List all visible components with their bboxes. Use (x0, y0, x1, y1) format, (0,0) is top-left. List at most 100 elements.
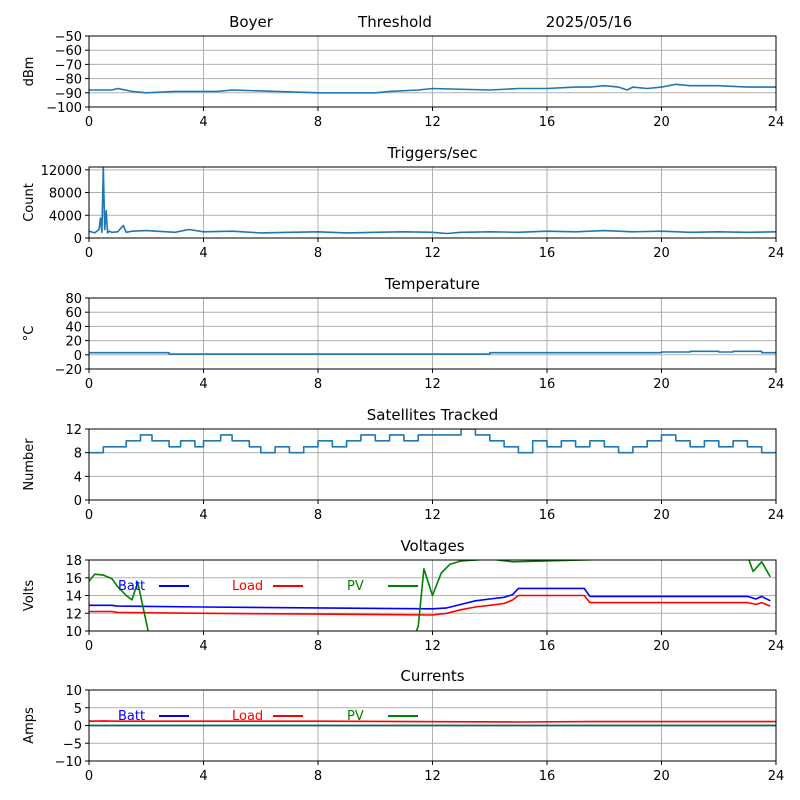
x-tick-label: 24 (768, 115, 785, 130)
x-tick-label: 4 (199, 769, 207, 784)
legend-label: Load (232, 709, 263, 724)
y-axis-label: Volts (22, 580, 37, 612)
x-tick-label: 0 (85, 769, 93, 784)
x-tick-label: 16 (539, 508, 556, 523)
series-line-data (89, 83, 776, 94)
x-tick-label: 0 (85, 115, 93, 130)
y-tick-label: 12000 (41, 164, 82, 179)
y-tick-label: 12 (65, 423, 82, 438)
y-tick-label: −70 (55, 58, 82, 73)
legend-label: Batt (118, 579, 145, 594)
header-date: 2025/05/16 (546, 13, 632, 31)
series-group (89, 167, 776, 235)
x-tick-label: 12 (424, 769, 441, 784)
x-tick-label: 8 (314, 508, 322, 523)
y-axis-label: Number (22, 438, 37, 491)
header-mode: Threshold (357, 13, 432, 31)
x-tick-label: 20 (653, 639, 670, 654)
x-tick-label: 12 (424, 639, 441, 654)
chart-panel: 0 4 8 12 16 20 24 0 4 8 12 Satellites Tracked Number (22, 406, 784, 523)
series-group (89, 560, 771, 631)
series-group (89, 83, 776, 94)
y-tick-label: −90 (55, 87, 82, 102)
y-tick-label: −80 (55, 73, 82, 88)
series-group (89, 720, 776, 727)
series-line-load (89, 720, 776, 723)
chart-title: Currents (400, 667, 464, 685)
y-tick-label: 0 (74, 720, 82, 735)
y-tick-label: 80 (65, 292, 82, 307)
y-tick-label: 16 (65, 572, 82, 587)
x-tick-label: 20 (653, 377, 670, 392)
chart-panel: 0 4 8 12 16 20 24 −100−90−80−70−60−50 dBm (22, 30, 784, 130)
series-line-data (89, 429, 776, 454)
y-tick-label: 20 (65, 335, 82, 350)
x-tick-label: 16 (539, 639, 556, 654)
y-tick-label: −5 (63, 737, 82, 752)
chart-panel: 0 4 8 12 16 20 24 −10 −5 0 5 10 Currents Amps Batt Load… (22, 667, 784, 784)
x-tick-label: 0 (85, 639, 93, 654)
y-tick-label: −10 (55, 755, 82, 770)
x-tick-label: 4 (199, 246, 207, 261)
y-tick-label: −100 (46, 101, 82, 116)
y-tick-label: 4000 (49, 209, 82, 224)
legend-label: PV (347, 579, 364, 594)
x-tick-label: 4 (199, 115, 207, 130)
x-tick-label: 0 (85, 246, 93, 261)
y-tick-label: 14 (65, 590, 82, 605)
x-tick-label: 8 (314, 115, 322, 130)
x-tick-label: 0 (85, 508, 93, 523)
header-site: Boyer (229, 13, 274, 31)
x-tick-label: 20 (653, 769, 670, 784)
series-group (89, 350, 776, 355)
y-tick-label: −20 (55, 363, 82, 378)
y-tick-label: 10 (65, 625, 82, 640)
x-tick-label: 16 (539, 377, 556, 392)
x-tick-label: 4 (199, 639, 207, 654)
x-tick-label: 24 (768, 508, 785, 523)
y-tick-label: 0 (74, 349, 82, 364)
chart-panel: 0 4 8 12 16 20 24 10 12 14 16 18 Voltages Volts Batt Lo… (22, 537, 784, 654)
x-tick-label: 4 (199, 508, 207, 523)
chart-panel: 0 4 8 12 16 20 24 0 4000 8000 12000 Triggers/sec Cou… (22, 144, 784, 261)
chart-title: Voltages (400, 537, 464, 555)
y-axis-label: Count (22, 183, 37, 222)
x-tick-label: 24 (768, 377, 785, 392)
chart-title: Temperature (384, 275, 480, 293)
x-tick-label: 24 (768, 639, 785, 654)
chart-title: Triggers/sec (387, 144, 478, 162)
x-tick-label: 8 (314, 639, 322, 654)
legend-label: PV (347, 709, 364, 724)
legend-label: Batt (118, 709, 145, 724)
x-tick-label: 12 (424, 377, 441, 392)
x-tick-label: 16 (539, 246, 556, 261)
series-line-load (89, 594, 771, 616)
x-tick-label: 8 (314, 377, 322, 392)
x-tick-label: 16 (539, 769, 556, 784)
y-tick-label: 0 (74, 494, 82, 509)
series-group (89, 429, 776, 454)
x-tick-label: 24 (768, 246, 785, 261)
x-tick-label: 16 (539, 115, 556, 130)
x-tick-label: 0 (85, 377, 93, 392)
series-line-data (89, 350, 776, 355)
y-tick-label: 8 (74, 447, 82, 462)
x-tick-label: 20 (653, 246, 670, 261)
y-tick-label: 4 (74, 470, 82, 485)
x-tick-label: 20 (653, 508, 670, 523)
y-tick-label: 40 (65, 320, 82, 335)
x-tick-label: 12 (424, 115, 441, 130)
legend-label: Load (232, 579, 263, 594)
x-tick-label: 8 (314, 246, 322, 261)
x-tick-label: 20 (653, 115, 670, 130)
series-line-batt (89, 587, 771, 610)
x-tick-label: 12 (424, 508, 441, 523)
y-axis-label: dBm (22, 57, 37, 87)
y-tick-label: 10 (65, 684, 82, 699)
y-tick-label: 12 (65, 607, 82, 622)
y-tick-label: 0 (74, 232, 82, 247)
x-tick-label: 8 (314, 769, 322, 784)
y-tick-label: −50 (55, 30, 82, 45)
